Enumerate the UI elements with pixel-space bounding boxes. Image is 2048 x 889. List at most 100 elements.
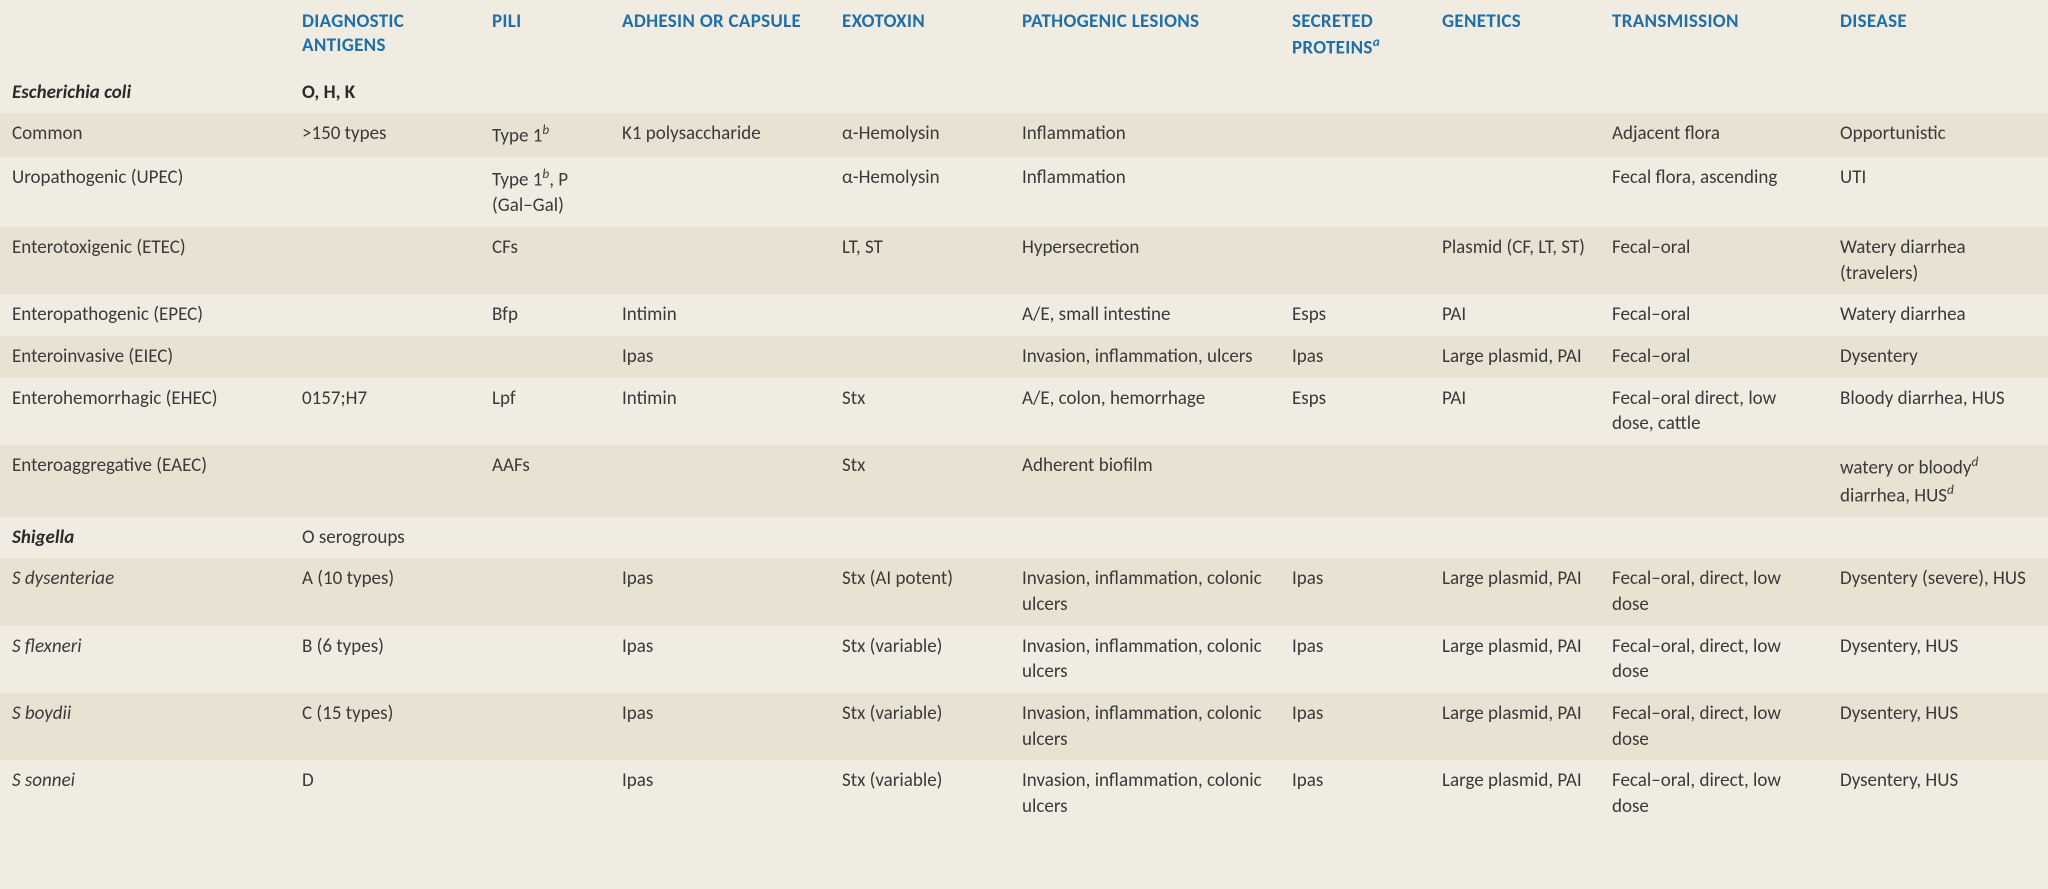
table-cell xyxy=(290,445,480,517)
table-cell xyxy=(1280,517,1430,559)
col-exotoxin: EXOTOXIN xyxy=(830,0,1010,72)
table-cell xyxy=(480,336,610,378)
header-row: DIAGNOSTIC ANTIGENS PILI ADHESIN OR CAPS… xyxy=(0,0,2048,72)
table-row: Enteropathogenic (EPEC)BfpIntiminA/E, sm… xyxy=(0,294,2048,336)
table-cell: PAI xyxy=(1430,294,1600,336)
table-cell: Invasion, inflammation, colonic ulcers xyxy=(1010,626,1280,693)
table-cell xyxy=(1430,72,1600,114)
table-cell: watery or bloodyd diarrhea, HUSd xyxy=(1828,445,2048,517)
table-cell: Fecal–oral, direct, low dose xyxy=(1600,693,1828,760)
table-cell: Dysentery (severe), HUS xyxy=(1828,558,2048,625)
table-cell: C (15 types) xyxy=(290,693,480,760)
table-cell: Enteroinvasive (EIEC) xyxy=(0,336,290,378)
table-cell: Fecal–oral, direct, low dose xyxy=(1600,760,1828,827)
table-cell xyxy=(480,626,610,693)
col-pili: PILI xyxy=(480,0,610,72)
table-row: Enteroinvasive (EIEC)IpasInvasion, infla… xyxy=(0,336,2048,378)
table-cell: Large plasmid, PAI xyxy=(1430,693,1600,760)
table-cell: Lpf xyxy=(480,378,610,445)
table-row: Common>150 typesType 1bK1 polysaccharide… xyxy=(0,113,2048,157)
table-cell xyxy=(480,558,610,625)
table-cell xyxy=(830,72,1010,114)
table-cell: LT, ST xyxy=(830,227,1010,294)
table-cell: Invasion, inflammation, ulcers xyxy=(1010,336,1280,378)
table-cell xyxy=(290,336,480,378)
table-cell: Fecal–oral direct, low dose, cattle xyxy=(1600,378,1828,445)
table-cell: Fecal–oral xyxy=(1600,227,1828,294)
table-cell: Adjacent flora xyxy=(1600,113,1828,157)
table-cell: Stx (variable) xyxy=(830,693,1010,760)
table-cell: Enterotoxigenic (ETEC) xyxy=(0,227,290,294)
table-cell: Esps xyxy=(1280,294,1430,336)
table-cell xyxy=(290,294,480,336)
table-cell: Intimin xyxy=(610,294,830,336)
pathogen-table: DIAGNOSTIC ANTIGENS PILI ADHESIN OR CAPS… xyxy=(0,0,2048,828)
table-cell: S dysenteriae xyxy=(0,558,290,625)
table-row: S boydiiC (15 types)IpasStx (variable)In… xyxy=(0,693,2048,760)
table-cell: Ipas xyxy=(1280,693,1430,760)
col-adhesin-capsule: ADHESIN OR CAPSULE xyxy=(610,0,830,72)
table-cell xyxy=(1828,72,2048,114)
table-cell: α-Hemolysin xyxy=(830,113,1010,157)
table-cell: Ipas xyxy=(610,760,830,827)
table-cell xyxy=(1430,517,1600,559)
table-cell: Invasion, inflammation, colonic ulcers xyxy=(1010,558,1280,625)
table-cell: Invasion, inflammation, colonic ulcers xyxy=(1010,760,1280,827)
table-cell: Fecal flora, ascending xyxy=(1600,157,1828,227)
table-cell: Hypersecretion xyxy=(1010,227,1280,294)
table-cell: Stx (variable) xyxy=(830,760,1010,827)
table-row: S sonneiDIpasStx (variable)Invasion, inf… xyxy=(0,760,2048,827)
table-cell: UTI xyxy=(1828,157,2048,227)
table-cell: A (10 types) xyxy=(290,558,480,625)
table-cell: Ipas xyxy=(610,626,830,693)
table-cell: Fecal–oral xyxy=(1600,294,1828,336)
table-cell: Inflammation xyxy=(1010,157,1280,227)
col-disease: DISEASE xyxy=(1828,0,2048,72)
table-cell: S boydii xyxy=(0,693,290,760)
table-cell: Stx xyxy=(830,378,1010,445)
table-cell: Dysentery, HUS xyxy=(1828,760,2048,827)
table-cell: Ipas xyxy=(1280,760,1430,827)
table-cell: Type 1b xyxy=(480,113,610,157)
table-cell: Ipas xyxy=(610,336,830,378)
table-cell: Enterohemorrhagic (EHEC) xyxy=(0,378,290,445)
table-cell xyxy=(1280,72,1430,114)
table-cell: Fecal–oral xyxy=(1600,336,1828,378)
table-cell: Inflammation xyxy=(1010,113,1280,157)
table-cell: A/E, small intestine xyxy=(1010,294,1280,336)
table-cell xyxy=(1280,113,1430,157)
table-cell xyxy=(610,72,830,114)
section-row: ShigellaO serogroups xyxy=(0,517,2048,559)
col-diagnostic-antigens: DIAGNOSTIC ANTIGENS xyxy=(290,0,480,72)
table-row: S flexneriB (6 types)IpasStx (variable)I… xyxy=(0,626,2048,693)
table-cell: Opportunistic xyxy=(1828,113,2048,157)
table-cell: Fecal–oral, direct, low dose xyxy=(1600,558,1828,625)
table-cell xyxy=(830,294,1010,336)
table-cell: Plasmid (CF, LT, ST) xyxy=(1430,227,1600,294)
table-cell xyxy=(290,227,480,294)
table-cell: Stx (AI potent) xyxy=(830,558,1010,625)
col-organism xyxy=(0,0,290,72)
table-cell xyxy=(1600,445,1828,517)
table-cell: Shigella xyxy=(0,517,290,559)
section-row: Escherichia coliO, H, K xyxy=(0,72,2048,114)
table-cell: α-Hemolysin xyxy=(830,157,1010,227)
table-cell xyxy=(830,336,1010,378)
table-cell: Watery diarrhea (travelers) xyxy=(1828,227,2048,294)
table-cell: PAI xyxy=(1430,378,1600,445)
table-cell: Dysentery xyxy=(1828,336,2048,378)
table-cell: Ipas xyxy=(1280,336,1430,378)
table-cell xyxy=(1280,445,1430,517)
table-row: Enteroaggregative (EAEC)AAFsStxAdherent … xyxy=(0,445,2048,517)
table-cell: Enteropathogenic (EPEC) xyxy=(0,294,290,336)
table-cell xyxy=(1430,113,1600,157)
col-secreted-proteins: SECRETED PROTEINSa xyxy=(1280,0,1430,72)
table-cell xyxy=(290,157,480,227)
table-cell: S sonnei xyxy=(0,760,290,827)
table-cell: Esps xyxy=(1280,378,1430,445)
table-cell: Ipas xyxy=(1280,626,1430,693)
table-cell xyxy=(480,72,610,114)
table-cell xyxy=(610,157,830,227)
table-cell: Bloody diarrhea, HUS xyxy=(1828,378,2048,445)
table-cell: Ipas xyxy=(1280,558,1430,625)
